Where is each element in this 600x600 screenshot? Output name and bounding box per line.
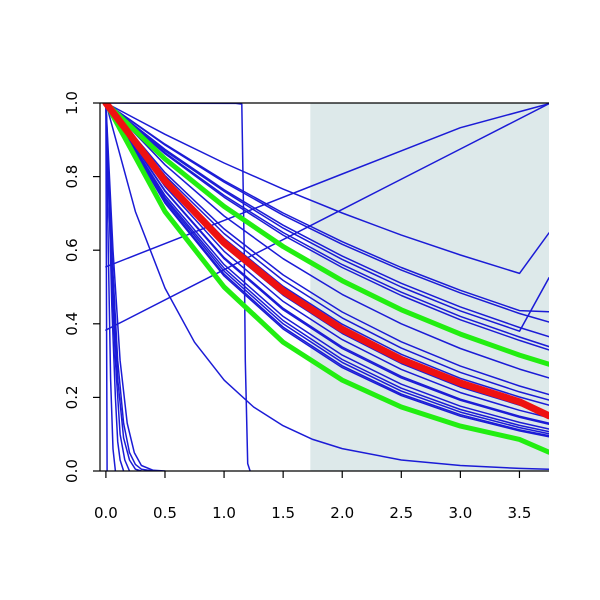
x-tick-label: 1.0 bbox=[212, 504, 236, 522]
series-line-25 bbox=[105, 103, 117, 471]
y-tick-label: 1.0 bbox=[63, 91, 81, 115]
x-tick-label: 0.5 bbox=[153, 504, 177, 522]
series-line-19 bbox=[105, 103, 549, 437]
series-line-5 bbox=[105, 103, 549, 338]
y-tick-label: 0.6 bbox=[63, 238, 81, 262]
series-line-13 bbox=[105, 103, 549, 419]
series-line-17 bbox=[105, 103, 549, 433]
series-line-6 bbox=[105, 103, 549, 348]
series-line-10 bbox=[105, 103, 549, 401]
series-line-7 bbox=[105, 103, 549, 351]
series-line-9 bbox=[105, 103, 549, 396]
y-tick-label: 0.2 bbox=[63, 385, 81, 409]
x-tick-label: 2.0 bbox=[330, 504, 354, 522]
series-line-21 bbox=[105, 103, 549, 470]
series-line-31 bbox=[105, 109, 108, 471]
series-line-3 bbox=[105, 103, 549, 313]
series-line-20 bbox=[105, 103, 549, 438]
series-line-28 bbox=[105, 103, 143, 471]
series-line-4 bbox=[105, 103, 549, 323]
series-line-23 bbox=[105, 103, 549, 331]
y-tick-label: 0.0 bbox=[63, 459, 81, 483]
series-line-18 bbox=[105, 103, 549, 435]
axes-layer: 0.0 0.5 1.0 1.5 2.0 2.5 3.0 3.5 0.0 0.2 0.4 0.6 0.8 1… bbox=[63, 91, 549, 522]
x-tick-label: 0.0 bbox=[94, 504, 118, 522]
x-tick-label: 3.0 bbox=[448, 504, 472, 522]
series-layer bbox=[102, 103, 549, 471]
series-line-2 bbox=[105, 103, 549, 332]
y-tick-label: 0.8 bbox=[63, 165, 81, 189]
series-line-30 bbox=[105, 103, 166, 471]
x-tick-label: 3.5 bbox=[508, 504, 532, 522]
x-tick-label: 2.5 bbox=[389, 504, 413, 522]
series-line-29 bbox=[105, 103, 154, 471]
series-line-1 bbox=[105, 103, 549, 275]
series-line-15 bbox=[105, 103, 549, 426]
series-line-16 bbox=[105, 103, 549, 430]
series-line-32 bbox=[103, 103, 549, 367]
x-tick-label: 1.5 bbox=[271, 504, 295, 522]
y-tick-label: 0.4 bbox=[63, 312, 81, 336]
series-line-33 bbox=[103, 103, 549, 455]
series-line-34 bbox=[102, 103, 549, 420]
series-line-8 bbox=[105, 103, 549, 379]
